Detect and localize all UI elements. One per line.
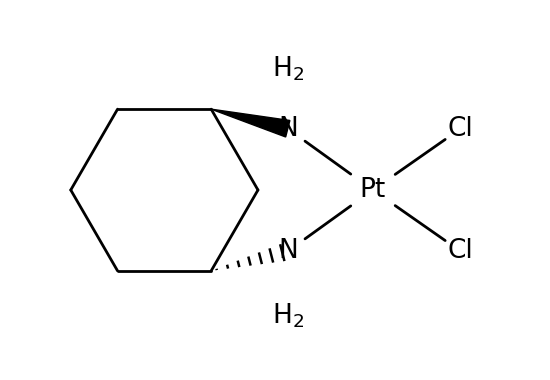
Text: H$_2$: H$_2$ xyxy=(272,55,304,83)
Text: Cl: Cl xyxy=(448,116,474,142)
Polygon shape xyxy=(211,109,290,137)
Text: Cl: Cl xyxy=(448,238,474,264)
Text: N: N xyxy=(278,116,298,142)
Text: N: N xyxy=(278,238,298,264)
Text: Pt: Pt xyxy=(360,177,386,203)
Text: H$_2$: H$_2$ xyxy=(272,302,304,330)
